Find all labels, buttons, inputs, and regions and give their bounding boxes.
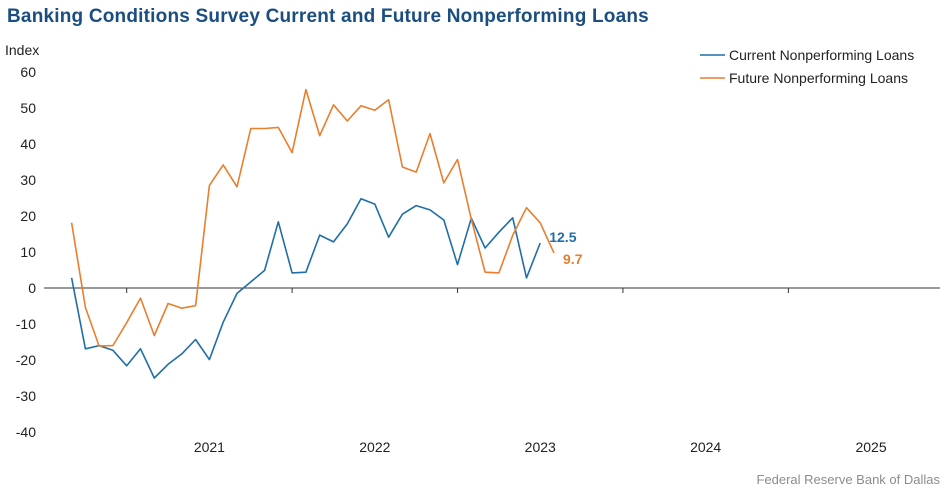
- y-tick-label: 10: [20, 244, 36, 260]
- y-axis: -40 -30 -20 -10 0 10 20 30 40 50 60: [16, 64, 36, 440]
- x-tick-label: 2021: [194, 439, 225, 455]
- y-tick-label: 50: [20, 100, 36, 116]
- legend-label: Current Nonperforming Loans: [729, 47, 914, 63]
- y-tick-label: -30: [16, 388, 36, 404]
- series-layer: 12.5 9.7: [70, 88, 583, 379]
- source-note: Federal Reserve Bank of Dallas: [756, 472, 940, 487]
- y-axis-label: Index: [5, 42, 39, 58]
- y-tick-label: 0: [28, 280, 36, 296]
- y-tick-label: 40: [20, 136, 36, 152]
- y-tick-label: -10: [16, 316, 36, 332]
- x-tick-label: 2022: [359, 439, 390, 455]
- x-tick-label: 2024: [690, 439, 721, 455]
- end-value-label: 9.7: [563, 251, 583, 267]
- y-tick-label: 60: [20, 64, 36, 80]
- y-tick-label: -40: [16, 424, 36, 440]
- legend-label: Future Nonperforming Loans: [729, 70, 908, 86]
- end-value-label: 12.5: [549, 229, 576, 245]
- chart-title: Banking Conditions Survey Current and Fu…: [7, 6, 649, 27]
- series-line: [70, 197, 541, 379]
- y-tick-label: 20: [20, 208, 36, 224]
- x-axis: 2021 2022 2023 2024 2025: [44, 287, 940, 455]
- x-tick-label: 2025: [855, 439, 886, 455]
- series-line: [70, 88, 555, 347]
- y-tick-label: -20: [16, 352, 36, 368]
- legend: Current Nonperforming Loans Future Nonper…: [700, 47, 914, 86]
- y-tick-label: 30: [20, 172, 36, 188]
- x-tick-label: 2023: [525, 439, 556, 455]
